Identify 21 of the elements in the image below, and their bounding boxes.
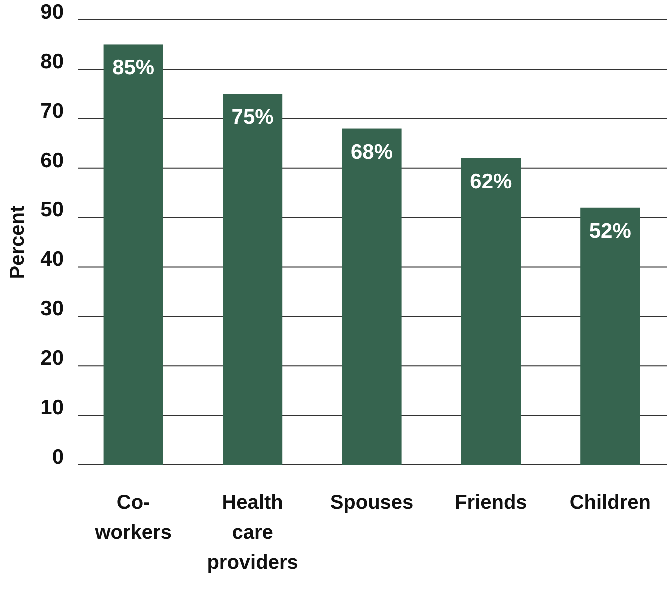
y-tick-label: 60 xyxy=(40,149,64,172)
y-tick-label: 70 xyxy=(40,100,64,123)
y-tick-label: 90 xyxy=(40,0,64,24)
y-tick-label: 30 xyxy=(40,298,64,321)
x-tick-label: Health care providers xyxy=(207,492,298,574)
y-tick-label: 80 xyxy=(40,50,64,74)
data-label: 75% xyxy=(232,106,274,130)
y-tick-label: 10 xyxy=(40,396,64,420)
data-label: 68% xyxy=(350,140,394,164)
data-label: 85% xyxy=(112,56,155,80)
x-tick-label: Spouses xyxy=(330,492,414,514)
y-tick-label: 50 xyxy=(40,198,64,222)
y-axis-title: Percent xyxy=(7,205,29,280)
data-label: 52% xyxy=(589,220,632,243)
x-tick-label: Friends xyxy=(455,492,528,514)
data-label: 62% xyxy=(470,170,513,194)
x-tick-label: Children xyxy=(570,492,651,514)
y-tick-label: 20 xyxy=(40,347,64,370)
y-tick-label: 0 xyxy=(52,446,64,469)
x-tick-label: Co-workers xyxy=(94,492,172,544)
y-tick-label: 40 xyxy=(40,248,64,272)
